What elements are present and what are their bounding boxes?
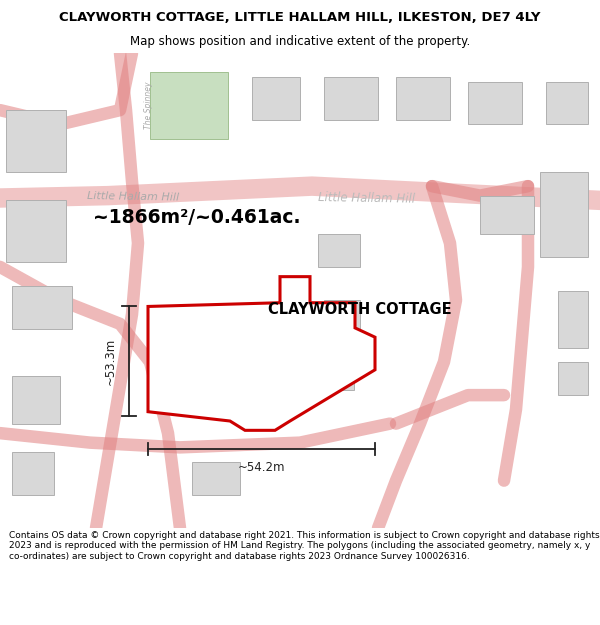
Bar (546, 82, 588, 124)
Text: Little Hallam Hill: Little Hallam Hill (318, 191, 415, 206)
Bar (480, 196, 534, 234)
Bar (324, 77, 378, 119)
Bar (558, 362, 588, 395)
Bar (252, 77, 300, 119)
Text: Map shows position and indicative extent of the property.: Map shows position and indicative extent… (130, 34, 470, 48)
Bar (6, 110, 66, 172)
Text: Little Hallam Hill: Little Hallam Hill (87, 191, 179, 202)
Bar (150, 72, 228, 139)
Bar (312, 357, 354, 391)
Polygon shape (148, 277, 375, 431)
Text: CLAYWORTH COTTAGE: CLAYWORTH COTTAGE (268, 302, 452, 317)
Bar (192, 462, 240, 495)
Bar (540, 172, 588, 258)
Bar (468, 82, 522, 124)
Bar (12, 452, 54, 495)
Bar (318, 234, 360, 267)
Bar (6, 201, 66, 262)
Text: The Spinney: The Spinney (145, 82, 154, 129)
Text: ~1866m²/~0.461ac.: ~1866m²/~0.461ac. (93, 208, 301, 227)
Bar (396, 77, 450, 119)
Bar (324, 300, 360, 329)
Text: Contains OS data © Crown copyright and database right 2021. This information is : Contains OS data © Crown copyright and d… (9, 531, 599, 561)
Bar (12, 286, 72, 329)
Text: ~54.2m: ~54.2m (238, 461, 285, 474)
Text: CLAYWORTH COTTAGE, LITTLE HALLAM HILL, ILKESTON, DE7 4LY: CLAYWORTH COTTAGE, LITTLE HALLAM HILL, I… (59, 11, 541, 24)
Text: ~53.3m: ~53.3m (104, 338, 117, 385)
Bar (12, 376, 60, 424)
Bar (558, 291, 588, 348)
